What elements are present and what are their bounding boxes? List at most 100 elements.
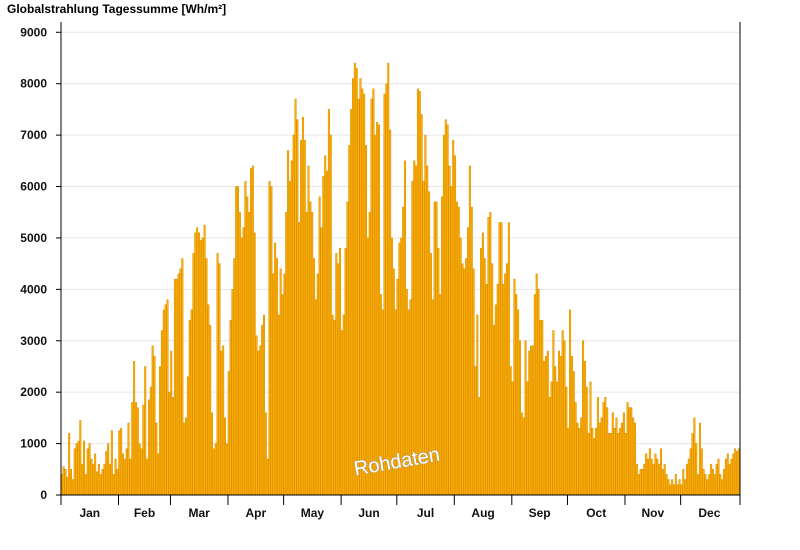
bar-day-352: [711, 469, 714, 496]
bar-day-292: [600, 417, 603, 496]
bar-day-331: [672, 484, 675, 496]
bar-day-287: [591, 427, 594, 496]
bar-day-39: [131, 402, 134, 496]
bar-day-206: [441, 196, 444, 496]
bar-day-218: [463, 268, 466, 496]
bar-day-266: [552, 330, 555, 496]
bar-day-228: [481, 232, 484, 496]
bar-day-38: [129, 458, 132, 496]
bar-day-45: [142, 404, 145, 496]
bar-day-136: [311, 211, 314, 496]
bar-day-253: [528, 350, 531, 496]
bar-day-129: [298, 222, 301, 496]
bar-day-274: [567, 427, 570, 496]
bar-day-68: [185, 417, 188, 496]
bar-day-314: [641, 469, 644, 496]
bar-day-109: [261, 325, 264, 496]
bar-day-14: [84, 474, 87, 496]
bar-day-217: [461, 263, 464, 496]
bar-day-233: [491, 263, 494, 496]
bar-day-167: [368, 211, 371, 496]
bar-day-340: [689, 448, 692, 496]
bar-day-345: [698, 422, 701, 496]
bar-day-169: [372, 88, 375, 496]
axes: 0 1000 2000 3000 4000 5000 6000 7000 8000 9000 Jan…: [20, 22, 741, 520]
bar-day-85: [216, 253, 219, 496]
bar-day-255: [531, 345, 534, 496]
bar-day-243: [509, 366, 512, 496]
bar-day-127: [294, 98, 297, 496]
bar-day-119: [279, 268, 282, 496]
bar-day-149: [335, 253, 338, 496]
month-label-mar: Mar: [189, 506, 211, 520]
bar-day-102: [248, 211, 251, 496]
ytick-label-2000: 2000: [20, 385, 47, 399]
bar-day-107: [257, 350, 260, 496]
bar-day-303: [621, 422, 624, 496]
bar-day-252: [526, 381, 529, 496]
bar-day-159: [353, 62, 356, 496]
bar-day-154: [344, 247, 347, 496]
bar-day-313: [639, 469, 642, 496]
ytick-label-8000: 8000: [20, 77, 47, 91]
bar-day-248: [518, 340, 521, 496]
bar-day-80: [207, 304, 210, 496]
bar-day-165: [365, 145, 368, 496]
bar-day-315: [643, 463, 646, 496]
bar-day-337: [684, 479, 687, 496]
bar-day-258: [537, 289, 540, 496]
bar-day-27: [108, 463, 111, 496]
bar-day-103: [249, 168, 252, 496]
bar-day-57: [164, 304, 167, 496]
bar-day-120: [281, 294, 284, 496]
bar-day-254: [530, 345, 533, 496]
bar-day-101: [246, 196, 249, 496]
bar-day-65: [179, 268, 182, 496]
bar-day-148: [333, 319, 336, 496]
bar-day-220: [467, 227, 470, 496]
bar-day-25: [105, 451, 108, 496]
bar-day-308: [630, 407, 633, 496]
ytick-label-0: 0: [40, 488, 47, 502]
bar-day-97: [238, 211, 241, 496]
bar-day-194: [418, 91, 421, 496]
bar-day-280: [578, 427, 581, 496]
bar-day-294: [604, 397, 607, 496]
bar-day-31: [116, 469, 119, 496]
bar-day-29: [112, 474, 115, 496]
bar-day-110: [262, 314, 265, 496]
bar-day-319: [650, 458, 653, 496]
bar-day-324: [659, 448, 662, 496]
bar-day-140: [318, 196, 321, 496]
bar-day-264: [548, 397, 551, 496]
bar-day-91: [227, 371, 230, 496]
bar-day-13: [83, 440, 86, 496]
bar-day-261: [543, 361, 546, 496]
bar-day-139: [316, 273, 319, 496]
bar-day-19: [94, 453, 97, 496]
bar-day-333: [676, 484, 679, 496]
bar-day-326: [663, 463, 666, 496]
month-label-dec: Dec: [698, 506, 720, 520]
bar-day-213: [454, 155, 457, 496]
bar-day-309: [632, 417, 635, 496]
bar-day-290: [596, 397, 599, 496]
bar-day-225: [476, 314, 479, 496]
bar-day-18: [92, 463, 95, 496]
bar-day-296: [608, 433, 611, 496]
bar-day-269: [557, 350, 560, 496]
bar-day-16: [88, 443, 91, 496]
bar-day-347: [702, 469, 705, 496]
bar-day-61: [172, 397, 175, 496]
bar-day-51: [153, 355, 156, 496]
month-label-aug: Aug: [471, 506, 494, 520]
bar-day-310: [634, 422, 637, 496]
bar-day-23: [101, 469, 104, 496]
bar-day-260: [541, 319, 544, 496]
bar-day-116: [274, 242, 277, 496]
bar-day-275: [569, 309, 572, 496]
bar-day-84: [214, 443, 217, 496]
ytick-label-6000: 6000: [20, 180, 47, 194]
bar-day-34: [121, 453, 124, 496]
